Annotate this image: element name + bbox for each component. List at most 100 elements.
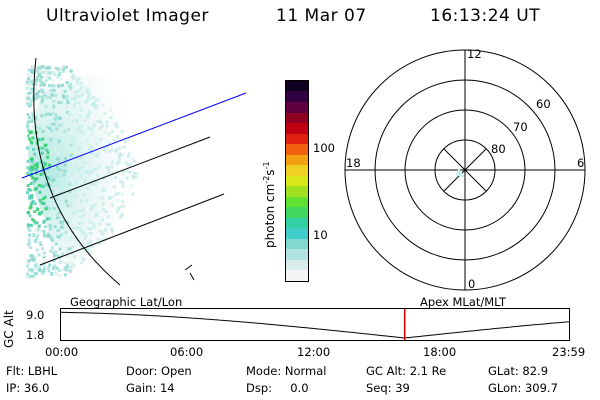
- emission-pixel: [26, 264, 29, 268]
- timeline-x-tick-0: 00:00: [45, 345, 79, 359]
- emission-pixel: [38, 127, 42, 131]
- emission-pixel: [114, 193, 118, 197]
- emission-pixel: [29, 81, 33, 84]
- emission-pixel: [82, 192, 86, 196]
- emission-pixel: [68, 238, 72, 242]
- emission-pixel: [27, 120, 31, 124]
- emission-pixel: [46, 91, 50, 94]
- emission-pixel: [83, 236, 87, 240]
- emission-pixel: [43, 266, 47, 270]
- emission-pixel: [73, 255, 76, 259]
- emission-pixel: [73, 217, 77, 220]
- status-mode: Mode: Normal: [246, 364, 327, 378]
- emission-pixel: [54, 113, 58, 117]
- emission-pixel: [68, 182, 72, 186]
- emission-pixel: [29, 274, 33, 278]
- emission-pixel: [32, 148, 35, 151]
- emission-pixel: [33, 152, 37, 156]
- emission-pixel: [84, 86, 88, 90]
- emission-pixel: [30, 69, 34, 73]
- emission-pixel: [118, 152, 122, 156]
- emission-pixel: [66, 196, 69, 200]
- emission-pixel: [127, 163, 131, 167]
- emission-pixel: [82, 222, 86, 226]
- emission-pixel: [66, 101, 70, 105]
- emission-pixel: [121, 169, 125, 173]
- emission-pixel: [110, 228, 114, 231]
- emission-pixel: [69, 143, 73, 147]
- emission-pixel: [73, 101, 77, 105]
- emission-pixel: [55, 254, 59, 258]
- emission-pixel: [26, 159, 30, 163]
- emission-pixel: [72, 212, 75, 216]
- emission-pixel: [75, 120, 79, 123]
- emission-pixel: [132, 175, 136, 179]
- emission-pixel: [27, 74, 31, 78]
- emission-pixel: [43, 195, 47, 199]
- emission-pixel: [44, 182, 48, 186]
- emission-pixel: [44, 98, 48, 102]
- emission-pixel: [39, 173, 43, 176]
- emission-pixel: [67, 128, 71, 131]
- emission-pixel: [63, 273, 67, 277]
- emission-pixel: [35, 79, 38, 83]
- emission-pixel: [105, 165, 108, 169]
- emission-pixel: [86, 169, 90, 173]
- emission-pixel: [52, 272, 56, 276]
- emission-pixel: [38, 270, 42, 274]
- emission-pixel: [39, 211, 43, 214]
- emission-pixel: [48, 230, 52, 234]
- emission-pixel: [63, 129, 67, 133]
- emission-pixel: [35, 248, 39, 252]
- emission-pixel: [72, 104, 76, 108]
- emission-pixel: [36, 227, 40, 231]
- emission-pixel: [64, 268, 68, 272]
- emission-pixel: [48, 263, 52, 267]
- emission-pixel: [117, 158, 121, 162]
- emission-pixel: [91, 183, 95, 186]
- timeline-y-tick-min: 1.8: [26, 328, 45, 342]
- emission-pixel: [38, 65, 42, 69]
- emission-pixel: [94, 167, 97, 171]
- emission-pixel: [28, 197, 32, 201]
- emission-pixel: [121, 184, 125, 188]
- emission-pixel: [26, 210, 30, 214]
- earth-limb: [33, 57, 121, 286]
- emission-pixel: [107, 167, 110, 171]
- timeline-x-tick-3: 18:00: [423, 345, 457, 359]
- emission-pixel: [27, 116, 31, 120]
- emission-pixel: [38, 268, 42, 272]
- emission-pixel: [46, 151, 50, 155]
- emission-pixel: [87, 112, 91, 116]
- timeline-right-title: Apex MLat/MLT: [420, 295, 507, 309]
- emission-pixel: [34, 95, 38, 99]
- emission-pixel: [86, 186, 90, 190]
- emission-pixel: [76, 201, 80, 205]
- emission-pixel: [115, 135, 119, 139]
- emission-pixel: [54, 250, 58, 254]
- emission-pixel: [89, 227, 93, 231]
- emission-pixel: [26, 98, 30, 102]
- emission-pixel: [77, 89, 81, 93]
- timeline-x-tick-4: 23:59: [552, 345, 586, 359]
- emission-pixel: [69, 86, 73, 90]
- emission-pixel: [92, 102, 96, 106]
- emission-pixel: [51, 111, 55, 115]
- emission-pixel: [83, 91, 87, 94]
- emission-pixel: [29, 173, 33, 177]
- emission-pixel: [45, 217, 49, 221]
- colorbar-band: [286, 207, 308, 218]
- emission-pixel: [59, 77, 63, 81]
- emission-pixel: [42, 271, 46, 274]
- emission-pixel: [58, 273, 62, 277]
- emission-pixel: [26, 72, 30, 76]
- emission-pixel: [93, 226, 97, 230]
- emission-pixel: [83, 214, 87, 217]
- emission-pixel: [52, 259, 56, 263]
- emission-pixel: [71, 226, 75, 230]
- emission-pixel: [47, 84, 51, 88]
- emission-pixel: [93, 203, 97, 207]
- tick-mark: [189, 272, 195, 281]
- emission-pixel: [50, 271, 54, 275]
- colorbar-band: [286, 259, 308, 271]
